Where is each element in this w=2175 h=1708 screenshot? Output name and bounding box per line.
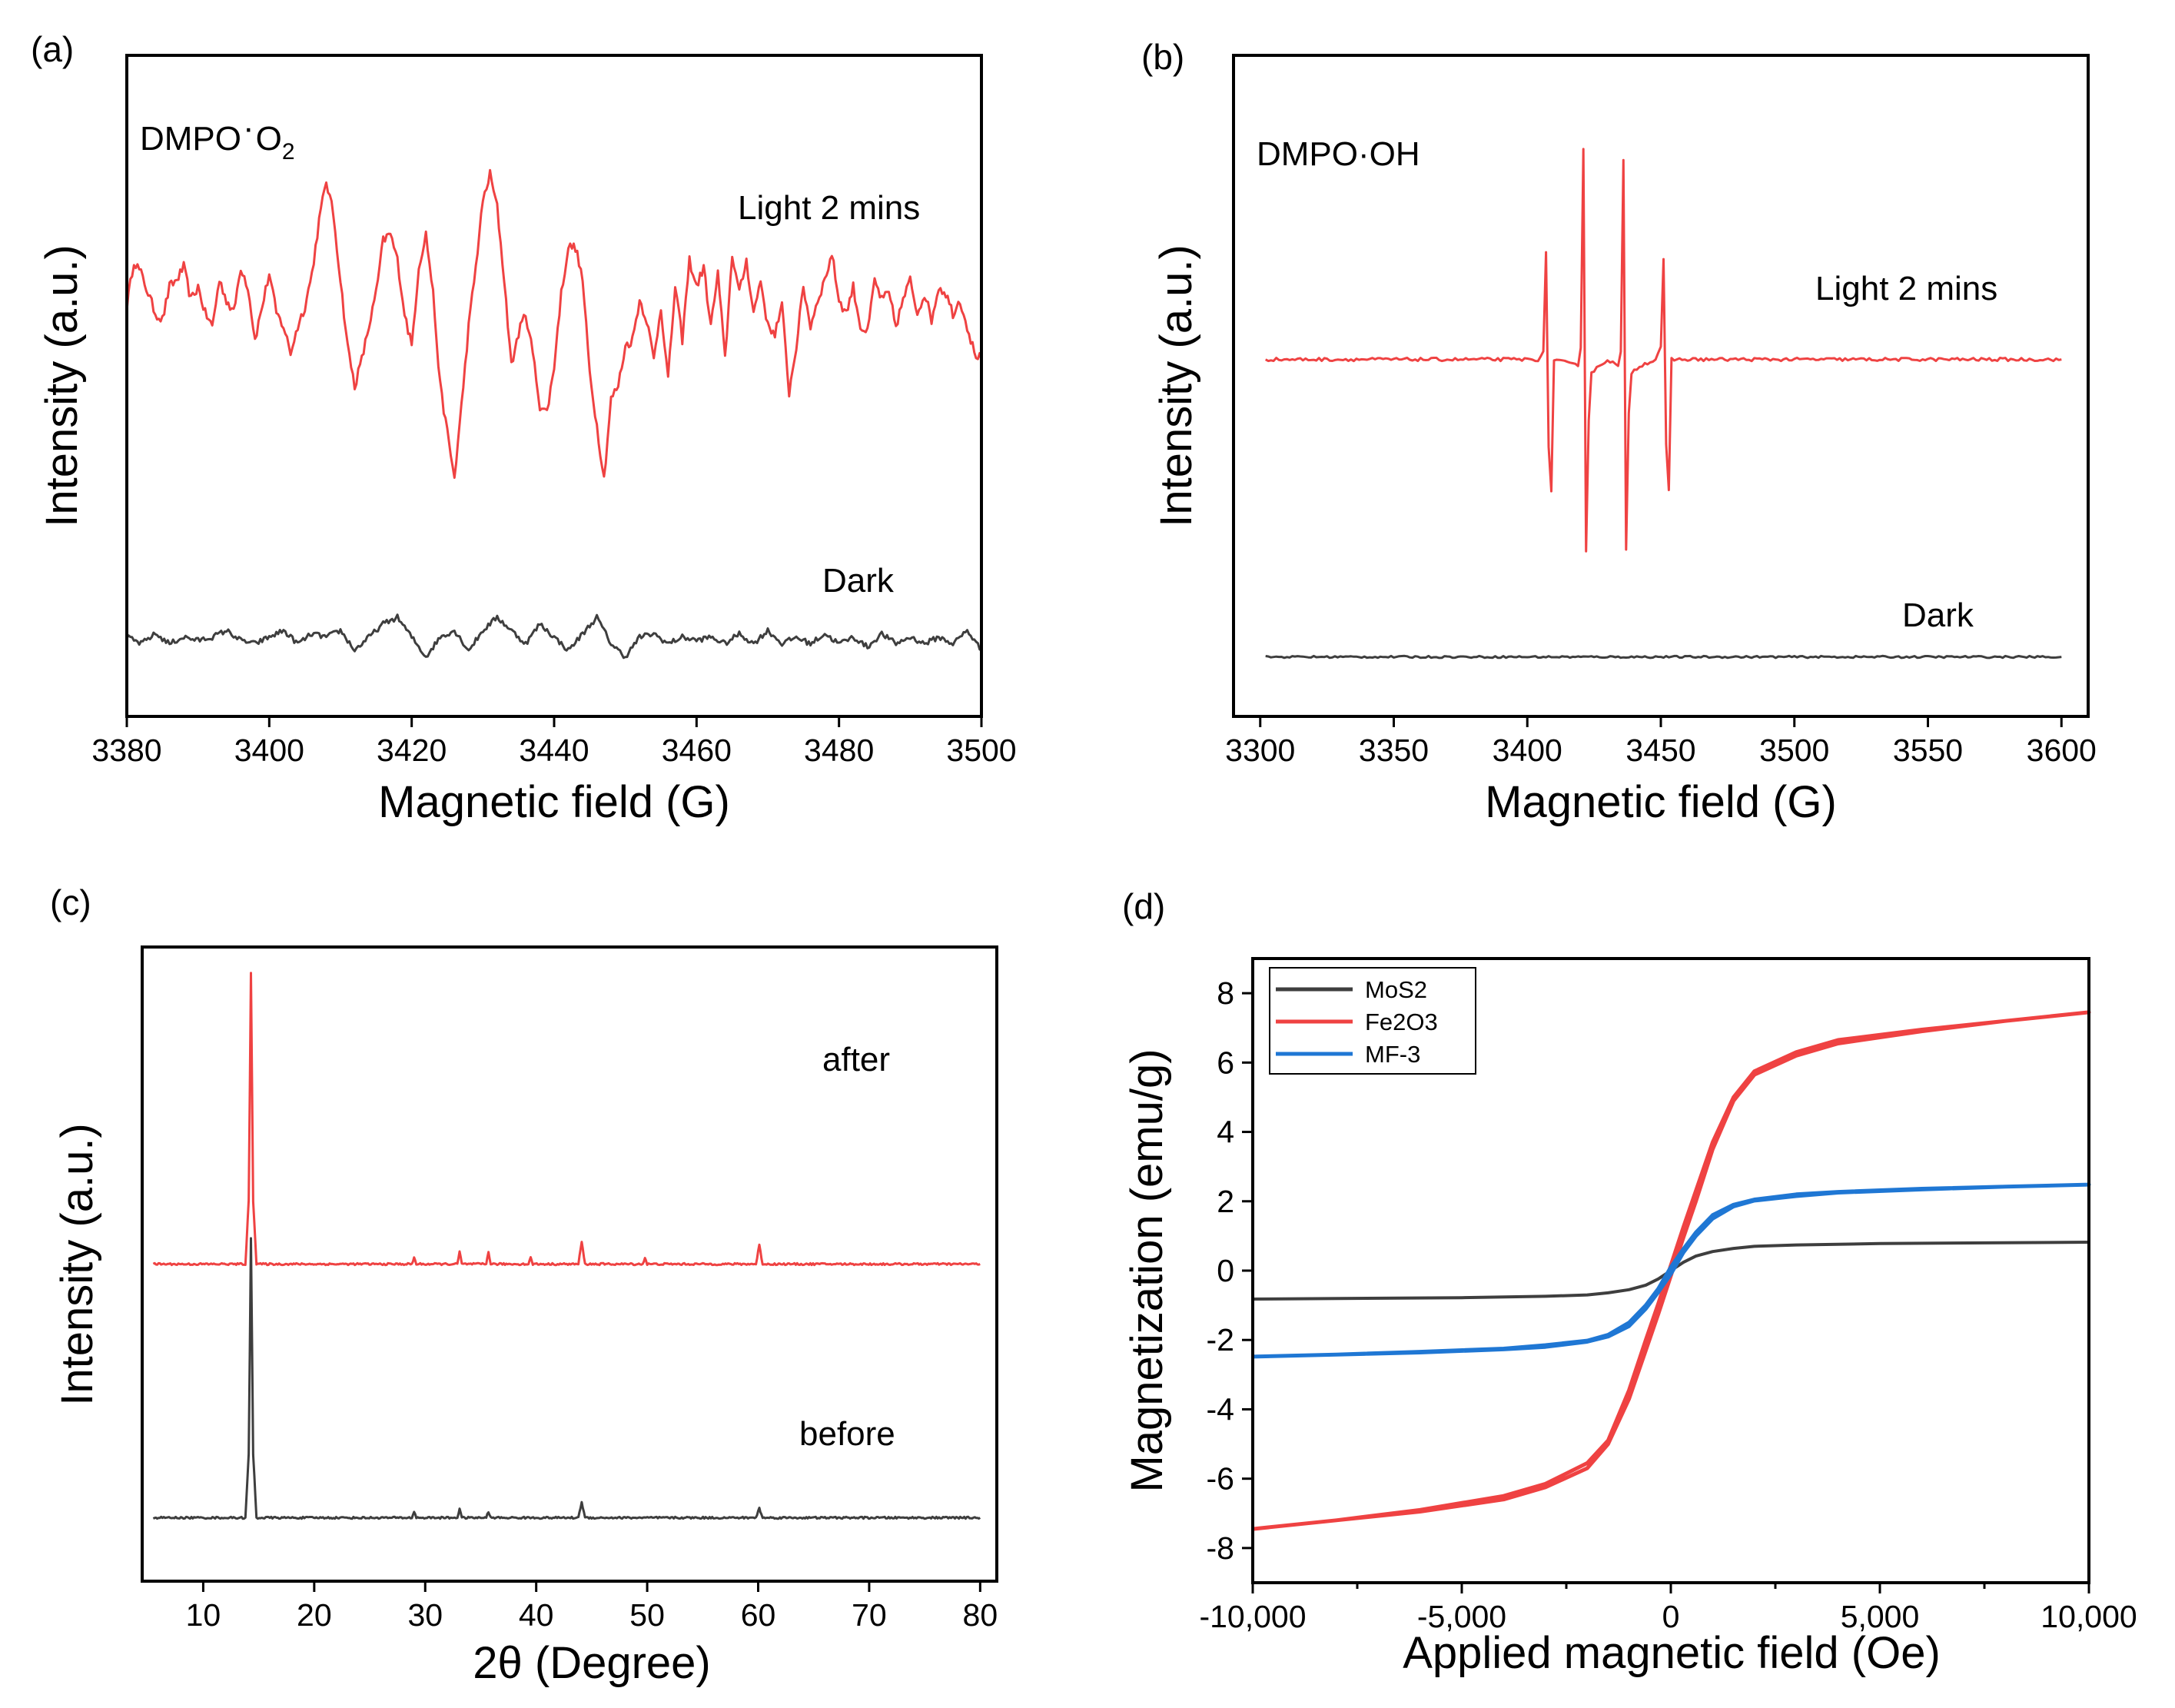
- x-tick-label: 80: [963, 1597, 998, 1633]
- panel-c-series: [152, 972, 981, 1520]
- panel-d-legend: MoS2 Fe2O3 MF-3: [1269, 967, 1476, 1075]
- panel-label-d: (d): [1122, 886, 1165, 926]
- x-tick-label: 5,000: [1841, 1599, 1920, 1634]
- y-tick-label: 6: [1217, 1045, 1234, 1080]
- panel-d-y-axis-label: Magnetization (emu/g): [1122, 1048, 1172, 1492]
- panel-b-light-label: Light 2 mins: [1815, 270, 1997, 307]
- y-tick-label: -2: [1207, 1322, 1234, 1357]
- x-tick-label: 30: [407, 1597, 443, 1633]
- panel-label-a: (a): [31, 29, 74, 69]
- y-tick-label: -4: [1207, 1391, 1234, 1427]
- panel-d-series: [1252, 1010, 2091, 1531]
- panel-label-c: (c): [50, 882, 91, 922]
- panel-c-x-axis-label: 2θ (Degree): [473, 1638, 710, 1688]
- legend-label: MF-3: [1365, 1041, 1420, 1068]
- panel-c-after-label: after: [822, 1041, 890, 1078]
- series-c-after: [152, 972, 981, 1267]
- panel-d-x-axis-label: Applied magnetic field (Oe): [1403, 1628, 1941, 1678]
- panel-a-species-label: DMPO·O2: [140, 109, 295, 164]
- panel-a-x-axis-label: Magnetic field (G): [378, 777, 730, 827]
- x-tick-label: 3480: [804, 733, 874, 768]
- series-b-dark: [1265, 654, 2062, 660]
- panel-a-series: [125, 168, 983, 660]
- panel-b-species-label: DMPO·OH: [1257, 135, 1420, 173]
- x-tick-label: 10: [186, 1597, 221, 1633]
- x-tick-label: 50: [629, 1597, 665, 1633]
- panel-c-frame: [141, 945, 998, 1583]
- panel-b-y-axis-label: Intensity (a.u.): [1151, 244, 1201, 527]
- panel-a-ticks: 3380 3400 3420 3440 3460 3480 3500: [91, 716, 1017, 768]
- x-tick-label: 3500: [1759, 733, 1829, 768]
- y-tick-label: 8: [1217, 975, 1234, 1011]
- x-tick-label: 10,000: [2041, 1599, 2137, 1634]
- series-d-mf-3: [1252, 1182, 2091, 1359]
- series-a-dark: [125, 613, 982, 660]
- x-tick-label: 3400: [234, 733, 304, 768]
- panel-a-light-label: Light 2 mins: [738, 189, 920, 227]
- x-tick-label: -5,000: [1417, 1599, 1506, 1634]
- x-tick-label: 0: [1662, 1599, 1680, 1634]
- chart-panel-d: -10,000 -5,000 0 5,000 10,000 -8 -6 -4 -2 0 2 4 6 8 M…: [1122, 957, 2137, 1678]
- y-tick-label: 2: [1217, 1184, 1234, 1219]
- x-tick-label: 40: [519, 1597, 554, 1633]
- panel-label-b: (b): [1141, 37, 1184, 77]
- x-tick-label: 3400: [1493, 733, 1562, 768]
- panel-a-dark-label: Dark: [822, 562, 895, 600]
- y-tick-label: -6: [1207, 1461, 1234, 1497]
- x-tick-label: 20: [297, 1597, 332, 1633]
- chart-panel-b: 3300 3350 3400 3450 3500 3550 3600 DMPO·OH Lig…: [1151, 54, 2097, 827]
- series-b-light-2-mins: [1264, 148, 2062, 553]
- x-tick-label: 3380: [91, 733, 161, 768]
- x-tick-label: 3300: [1225, 733, 1295, 768]
- y-tick-label: 0: [1217, 1253, 1234, 1288]
- x-tick-label: 3550: [1893, 733, 1963, 768]
- panel-b-dark-label: Dark: [1902, 596, 1974, 634]
- panel-c-y-axis-label: Intensity (a.u.): [52, 1123, 102, 1405]
- x-tick-label: 3600: [2027, 733, 2097, 768]
- panel-b-ticks: 3300 3350 3400 3450 3500 3550 3600: [1225, 716, 2097, 768]
- panel-b-series: [1264, 148, 2062, 660]
- x-tick-label: 3450: [1625, 733, 1695, 768]
- chart-panel-a: 3380 3400 3420 3440 3460 3480 3500 DMPO·O2 Lig…: [37, 54, 1017, 827]
- series-c-before: [152, 1237, 981, 1520]
- chart-panel-c: 10 20 30 40 50 60 70 80 after before 2θ (Degree…: [52, 945, 998, 1688]
- panel-b-x-axis-label: Magnetic field (G): [1485, 777, 1837, 827]
- panel-d-ticks: -10,000 -5,000 0 5,000 10,000 -8 -6 -4 -2 0 2 4 6 8: [1199, 975, 2137, 1634]
- panel-c-ticks: 10 20 30 40 50 60 70 80: [186, 1581, 998, 1633]
- x-tick-label: 60: [741, 1597, 776, 1633]
- x-tick-label: 3420: [377, 733, 447, 768]
- panel-c-before-label: before: [799, 1415, 895, 1453]
- x-tick-label: -10,000: [1199, 1599, 1306, 1634]
- y-tick-label: 4: [1217, 1115, 1234, 1150]
- x-tick-label: 3440: [519, 733, 589, 768]
- legend-label: MoS2: [1365, 976, 1427, 1003]
- panel-a-y-axis-label: Intensity (a.u.): [37, 244, 87, 527]
- x-tick-label: 3500: [946, 733, 1016, 768]
- x-tick-label: 3460: [662, 733, 732, 768]
- series-a-light-2-mins: [125, 168, 983, 479]
- x-tick-label: 70: [852, 1597, 887, 1633]
- x-tick-label: 3350: [1359, 733, 1429, 768]
- legend-label: Fe2O3: [1365, 1009, 1438, 1035]
- y-tick-label: -8: [1207, 1530, 1234, 1566]
